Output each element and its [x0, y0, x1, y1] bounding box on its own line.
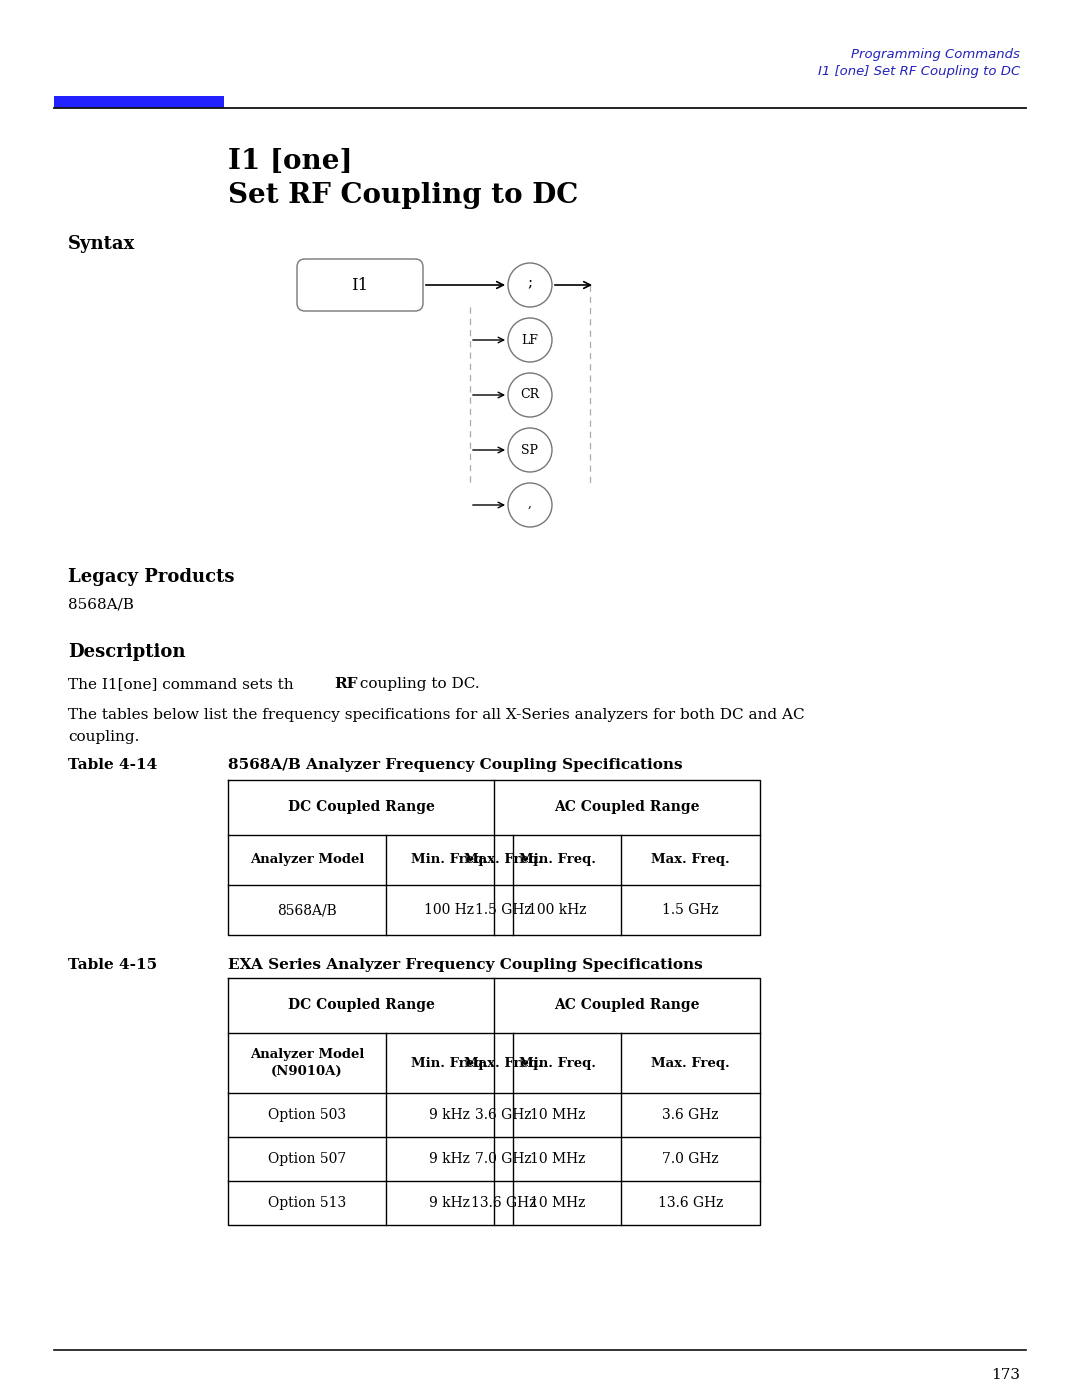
- Text: 3.6 GHz: 3.6 GHz: [475, 1108, 531, 1122]
- Text: 1.5 GHz: 1.5 GHz: [662, 902, 719, 916]
- Text: Analyzer Model
(N9010A): Analyzer Model (N9010A): [249, 1048, 364, 1078]
- Text: 10 MHz: 10 MHz: [530, 1153, 585, 1166]
- Text: Min. Freq.: Min. Freq.: [411, 854, 488, 866]
- Text: 100 Hz: 100 Hz: [424, 902, 474, 916]
- Text: The tables below list the frequency specifications for all X-Series analyzers fo: The tables below list the frequency spec…: [68, 708, 805, 722]
- Text: Syntax: Syntax: [68, 235, 135, 253]
- FancyBboxPatch shape: [297, 258, 423, 312]
- Text: LF: LF: [522, 334, 539, 346]
- Text: Set RF Coupling to DC: Set RF Coupling to DC: [228, 182, 578, 210]
- Text: 100 kHz: 100 kHz: [528, 902, 586, 916]
- Text: ;: ;: [527, 277, 532, 291]
- Text: 8568A/B: 8568A/B: [68, 598, 134, 612]
- Text: Max. Freq.: Max. Freq.: [464, 854, 543, 866]
- Text: 9 kHz: 9 kHz: [429, 1108, 470, 1122]
- Text: I1: I1: [351, 277, 368, 293]
- Text: AC Coupled Range: AC Coupled Range: [554, 800, 700, 814]
- Text: 10 MHz: 10 MHz: [530, 1196, 585, 1210]
- Text: CR: CR: [521, 388, 540, 401]
- Text: 13.6 GHz: 13.6 GHz: [471, 1196, 536, 1210]
- Text: I1 [one]: I1 [one]: [228, 148, 353, 175]
- Text: 3.6 GHz: 3.6 GHz: [662, 1108, 719, 1122]
- Text: Programming Commands: Programming Commands: [851, 47, 1020, 61]
- Text: DC Coupled Range: DC Coupled Range: [287, 800, 434, 814]
- Text: RF: RF: [334, 678, 357, 692]
- Text: Max. Freq.: Max. Freq.: [651, 1056, 730, 1070]
- Text: Min. Freq.: Min. Freq.: [411, 1056, 488, 1070]
- Text: coupling.: coupling.: [68, 731, 139, 745]
- Text: 7.0 GHz: 7.0 GHz: [475, 1153, 531, 1166]
- Text: Max. Freq.: Max. Freq.: [464, 1056, 543, 1070]
- Text: SP: SP: [522, 443, 539, 457]
- Text: The I1[one] command sets th: The I1[one] command sets th: [68, 678, 294, 692]
- Text: Analyzer Model: Analyzer Model: [249, 854, 364, 866]
- Text: 8568A/B Analyzer Frequency Coupling Specifications: 8568A/B Analyzer Frequency Coupling Spec…: [228, 759, 683, 773]
- Text: Option 503: Option 503: [268, 1108, 346, 1122]
- Text: Table 4-15: Table 4-15: [68, 958, 157, 972]
- Text: 7.0 GHz: 7.0 GHz: [662, 1153, 719, 1166]
- Text: Description: Description: [68, 643, 186, 661]
- Text: DC Coupled Range: DC Coupled Range: [287, 999, 434, 1013]
- Text: Max. Freq.: Max. Freq.: [651, 854, 730, 866]
- Text: 10 MHz: 10 MHz: [530, 1108, 585, 1122]
- Text: Option 507: Option 507: [268, 1153, 346, 1166]
- Text: 9 kHz: 9 kHz: [429, 1196, 470, 1210]
- Bar: [54, 96, 224, 108]
- Text: Table 4-14: Table 4-14: [68, 759, 158, 773]
- Text: I1 [one] Set RF Coupling to DC: I1 [one] Set RF Coupling to DC: [818, 66, 1020, 78]
- Text: Legacy Products: Legacy Products: [68, 569, 234, 585]
- Text: Option 513: Option 513: [268, 1196, 346, 1210]
- Text: 9 kHz: 9 kHz: [429, 1153, 470, 1166]
- Text: Min. Freq.: Min. Freq.: [519, 854, 596, 866]
- Text: coupling to DC.: coupling to DC.: [355, 678, 480, 692]
- Text: Min. Freq.: Min. Freq.: [519, 1056, 596, 1070]
- Text: 8568A/B: 8568A/B: [278, 902, 337, 916]
- Text: 13.6 GHz: 13.6 GHz: [658, 1196, 724, 1210]
- Text: 173: 173: [991, 1368, 1020, 1382]
- Text: EXA Series Analyzer Frequency Coupling Specifications: EXA Series Analyzer Frequency Coupling S…: [228, 958, 703, 972]
- Text: ,: ,: [528, 496, 532, 510]
- Text: 1.5 GHz: 1.5 GHz: [475, 902, 531, 916]
- Text: AC Coupled Range: AC Coupled Range: [554, 999, 700, 1013]
